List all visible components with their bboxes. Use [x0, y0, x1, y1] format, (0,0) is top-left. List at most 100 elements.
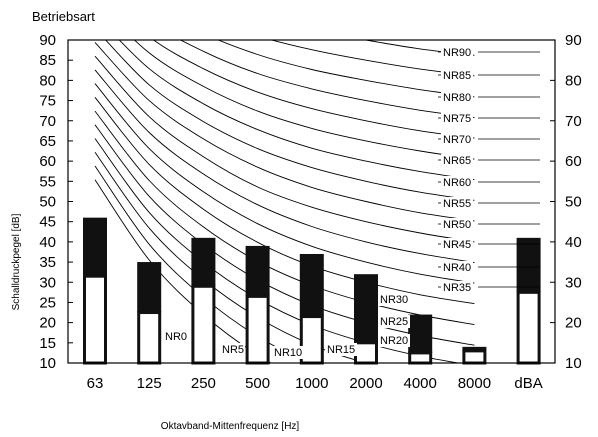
y-tick-label: 25 [39, 294, 56, 311]
y-tick-label: 70 [39, 113, 56, 130]
nr-curve-nr10 [94, 151, 368, 363]
bar-upper [299, 253, 324, 317]
chart-title: Betriebsart [32, 9, 95, 24]
nr-curve-nr85 [269, 40, 475, 77]
nr-curves [94, 40, 475, 363]
y-tick-label-right: 30 [565, 274, 582, 291]
x-tick-label: 125 [137, 375, 162, 392]
y-tick-label: 30 [39, 274, 56, 291]
nr-label-bg [220, 343, 245, 356]
nr-curve-nr45 [94, 55, 475, 243]
x-tick-labels: 63 125 250 500 1000 2000 4000 8000 dBA [87, 375, 543, 392]
nr-curve-nr50 [94, 42, 475, 222]
x-tick-label: 500 [245, 375, 270, 392]
nr-curve-nr80 [217, 40, 475, 98]
y-tick-label: 40 [39, 234, 56, 251]
bar-lower [516, 290, 541, 365]
y-tick-label: 75 [39, 93, 56, 110]
nr-curve-nr35 [94, 83, 475, 284]
y-tick-label: 85 [39, 52, 56, 69]
nr-label-bg [441, 69, 473, 82]
x-tick-label: 63 [87, 375, 104, 392]
x-tick-label: 250 [191, 375, 216, 392]
nr-label-bg [441, 176, 473, 189]
nr-curve-nr40 [94, 69, 475, 263]
y-tick-label: 10 [39, 355, 56, 372]
nr-label: NR10 [274, 347, 302, 359]
y-tick-label-right: 60 [565, 153, 582, 170]
y-tick-label: 35 [39, 254, 56, 271]
nr-curve-nr30 [94, 97, 475, 305]
y-tick-label: 60 [39, 153, 56, 170]
y-tick-label: 65 [39, 133, 56, 150]
bar-lower [137, 311, 162, 365]
bar-lower [354, 341, 378, 365]
bar-upper [83, 217, 107, 277]
x-tick-label: 2000 [349, 375, 382, 392]
nr-label: NR90 [443, 47, 471, 59]
y-tick-label: 90 [39, 32, 56, 49]
x-tick-label: dBA [514, 375, 542, 392]
y-ticks: 10 15 20 25 30 35 40 45 50 55 60 65 70 75 80 85 90 10 20 30… [39, 32, 581, 372]
nr-label: NR65 [443, 155, 471, 167]
nr-label-bg [325, 343, 357, 356]
bar-upper [462, 346, 487, 351]
nr-label: NR0 [165, 331, 187, 343]
nr-label-bg [441, 261, 473, 274]
x-tick-label: 1000 [295, 375, 328, 392]
nr-label: NR60 [443, 177, 471, 189]
bar-upper [516, 237, 541, 293]
y-tick-label-right: 40 [565, 234, 582, 251]
nr-curve-nr5 [94, 165, 311, 363]
nr-label-bg [378, 315, 410, 328]
y-tick-label: 55 [39, 173, 56, 190]
nr-curve-group [94, 40, 475, 363]
nr-label: NR5 [222, 344, 244, 356]
nr-label-bg [272, 346, 304, 359]
bar-upper [191, 237, 216, 287]
x-tick-label: 4000 [404, 375, 437, 392]
nr-label: NR40 [443, 262, 471, 274]
nr-curve-nr0 [94, 179, 272, 363]
bar-upper [408, 314, 433, 353]
bar-lower [462, 349, 487, 365]
nr-label: NR80 [443, 92, 471, 104]
bar-upper [354, 274, 378, 343]
nr-label-bg [378, 293, 410, 306]
bar-lower [191, 284, 216, 365]
nr-label-bg [441, 238, 473, 251]
nr-curve-nr60 [118, 40, 475, 181]
y-tick-label-right: 10 [565, 355, 582, 372]
bar-upper [137, 262, 162, 313]
nr-label-bg [441, 197, 473, 210]
nr-label: NR45 [443, 239, 471, 251]
nr-curve-nr55 [105, 40, 475, 201]
x-tick-label: 8000 [458, 375, 491, 392]
nr-label-bg [163, 330, 188, 343]
nr-curve-nr75 [179, 40, 475, 118]
y-tick-label-right: 20 [565, 315, 582, 332]
y-tick-label-right: 90 [565, 32, 582, 49]
bar-lower [408, 351, 433, 365]
nr-label-bg [441, 112, 473, 125]
nr-curve-nr65 [133, 40, 475, 160]
y-tick-label: 20 [39, 315, 56, 332]
nr-label-bg [441, 154, 473, 167]
bar-lower [83, 274, 107, 365]
nr-label: NR75 [443, 113, 471, 125]
nr-label: NR35 [443, 282, 471, 294]
y-tick-label-right: 80 [565, 72, 582, 89]
nr-curve-nr90 [363, 40, 475, 56]
y-tick-label-right: 70 [565, 113, 582, 130]
nr-label: NR20 [380, 335, 408, 347]
nr-label-bg [441, 281, 473, 294]
y-tick-label-right: 50 [565, 194, 582, 211]
nr-label: NR50 [443, 219, 471, 231]
nr-label: NR25 [380, 316, 408, 328]
bar-upper [245, 245, 270, 297]
y-tick-label: 45 [39, 214, 56, 231]
nr-label: NR30 [380, 294, 408, 306]
nr-label: NR15 [327, 344, 355, 356]
x-axis-label: Oktavband-Mittenfrequenz [Hz] [161, 421, 300, 432]
